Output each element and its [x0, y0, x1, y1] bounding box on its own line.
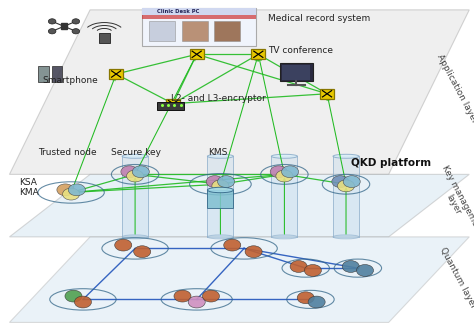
- Text: Application layer: Application layer: [436, 53, 474, 125]
- Circle shape: [72, 19, 80, 24]
- Circle shape: [290, 261, 307, 272]
- Circle shape: [337, 180, 355, 192]
- Bar: [282, 65, 310, 80]
- Bar: [190, 49, 204, 59]
- Text: QKD platform: QKD platform: [351, 158, 431, 168]
- Circle shape: [72, 29, 80, 34]
- Circle shape: [212, 180, 229, 192]
- Circle shape: [115, 239, 132, 251]
- Text: L2- and L3-encryptor: L2- and L3-encryptor: [171, 94, 265, 103]
- Circle shape: [65, 290, 82, 302]
- Text: Key management
layer: Key management layer: [431, 164, 474, 240]
- Text: Smartphone: Smartphone: [43, 76, 99, 85]
- Circle shape: [68, 184, 85, 196]
- Bar: [207, 190, 233, 208]
- Ellipse shape: [271, 235, 298, 239]
- Circle shape: [218, 176, 235, 188]
- Text: KSA
KMA: KSA KMA: [19, 178, 39, 197]
- Circle shape: [174, 290, 191, 302]
- Circle shape: [134, 246, 151, 258]
- Circle shape: [245, 246, 262, 258]
- Bar: [271, 156, 298, 237]
- Circle shape: [270, 166, 287, 178]
- Circle shape: [127, 170, 144, 182]
- Polygon shape: [9, 237, 469, 322]
- Bar: [149, 21, 175, 41]
- Circle shape: [297, 292, 314, 304]
- Text: TV conference: TV conference: [268, 46, 333, 56]
- Circle shape: [224, 239, 241, 251]
- Text: Quantum layer: Quantum layer: [438, 246, 474, 310]
- Ellipse shape: [271, 154, 298, 158]
- Bar: [52, 66, 62, 82]
- Ellipse shape: [122, 235, 148, 239]
- Bar: [320, 89, 334, 99]
- Bar: [142, 15, 256, 19]
- Circle shape: [356, 265, 374, 276]
- Polygon shape: [9, 10, 469, 174]
- Bar: [280, 63, 313, 81]
- Text: Medical record system: Medical record system: [268, 13, 370, 23]
- Ellipse shape: [333, 235, 359, 239]
- Circle shape: [282, 166, 299, 178]
- Text: Clinic Desk PC: Clinic Desk PC: [156, 9, 199, 14]
- Circle shape: [132, 166, 149, 178]
- Circle shape: [206, 176, 223, 188]
- Ellipse shape: [208, 187, 233, 193]
- Bar: [109, 69, 123, 79]
- Circle shape: [57, 184, 74, 196]
- Ellipse shape: [208, 235, 233, 239]
- Bar: [214, 21, 240, 41]
- Bar: [251, 49, 265, 59]
- Bar: [157, 102, 184, 110]
- Circle shape: [342, 261, 359, 272]
- Bar: [122, 156, 148, 237]
- Bar: [38, 66, 49, 82]
- Circle shape: [304, 265, 321, 276]
- Ellipse shape: [122, 154, 148, 158]
- Bar: [142, 8, 256, 15]
- Circle shape: [332, 176, 349, 188]
- Circle shape: [202, 290, 219, 302]
- Circle shape: [74, 296, 91, 308]
- Text: KMS: KMS: [209, 148, 228, 158]
- Bar: [166, 99, 180, 109]
- Circle shape: [343, 176, 360, 188]
- Circle shape: [121, 166, 138, 178]
- Circle shape: [63, 188, 80, 200]
- Circle shape: [48, 29, 56, 34]
- Ellipse shape: [208, 154, 233, 158]
- Circle shape: [48, 19, 56, 24]
- Circle shape: [308, 296, 325, 308]
- Circle shape: [188, 296, 205, 308]
- Polygon shape: [9, 174, 469, 237]
- Bar: [99, 33, 110, 43]
- Text: Trusted node: Trusted node: [38, 148, 97, 158]
- Bar: [207, 156, 233, 237]
- Ellipse shape: [333, 154, 359, 158]
- Text: Secure key: Secure key: [111, 148, 161, 158]
- Bar: [182, 21, 208, 41]
- Bar: [142, 8, 256, 46]
- Circle shape: [276, 170, 293, 182]
- Bar: [333, 156, 359, 237]
